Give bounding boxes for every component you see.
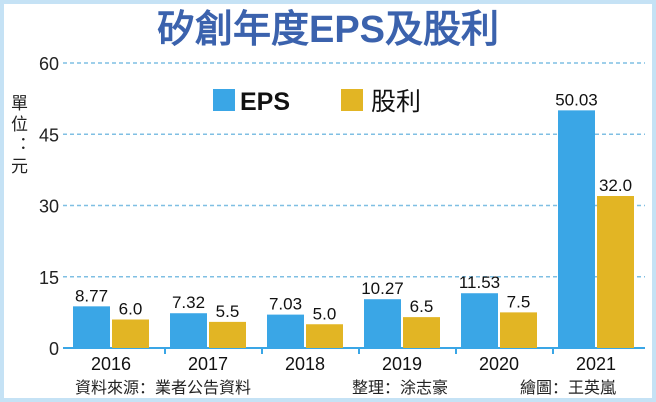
data-label: 7.03	[269, 295, 302, 314]
legend-label-eps: EPS	[240, 88, 290, 116]
bar-eps	[170, 313, 207, 348]
bar-eps	[558, 110, 595, 348]
y-tick-label: 15	[39, 268, 59, 288]
bar-eps	[461, 293, 498, 348]
legend-swatch-eps	[213, 89, 235, 111]
bar-dividend	[500, 312, 537, 348]
data-label: 5.0	[313, 304, 337, 323]
y-tick-label: 60	[39, 54, 59, 74]
bar-eps	[73, 306, 110, 348]
x-tick-label: 2018	[285, 354, 325, 374]
bar-dividend	[112, 319, 149, 348]
data-label: 6.5	[410, 297, 434, 316]
bar-dividend	[209, 321, 246, 348]
data-label: 7.32	[172, 293, 205, 312]
legend-label-dividend: 股利	[371, 88, 421, 116]
bar-dividend	[306, 324, 343, 348]
x-tick-label: 2016	[91, 354, 131, 374]
data-label: 50.03	[555, 90, 598, 109]
bar-dividend	[403, 317, 440, 348]
footer-source: 資料來源：業者公告資料	[75, 379, 251, 397]
footer-editor: 整理：涂志豪	[352, 378, 448, 397]
y-tick-label: 30	[39, 197, 59, 217]
footer-artist: 繪圖：王英嵐	[520, 378, 616, 397]
y-tick-label: 0	[49, 339, 59, 359]
bar-eps	[267, 314, 304, 348]
x-tick-label: 2021	[576, 354, 616, 374]
data-label: 10.27	[361, 279, 404, 298]
data-label: 7.5	[507, 292, 531, 311]
data-label: 5.5	[216, 302, 240, 321]
x-tick-label: 2020	[479, 354, 519, 374]
chart-title: 矽創年度EPS及股利	[157, 9, 499, 51]
legend: EPS 股利	[213, 88, 421, 116]
legend-swatch-dividend	[341, 89, 363, 111]
bar-eps	[364, 299, 401, 348]
data-label: 32.0	[599, 176, 632, 195]
bar-dividend	[597, 196, 634, 348]
x-tick-label: 2019	[382, 354, 422, 374]
data-label: 6.0	[119, 300, 143, 319]
data-label: 8.77	[75, 286, 108, 305]
data-label: 11.53	[459, 273, 500, 292]
y-axis-label: 單位：元	[8, 94, 27, 178]
y-tick-label: 45	[39, 125, 59, 145]
x-tick-label: 2017	[188, 354, 228, 374]
